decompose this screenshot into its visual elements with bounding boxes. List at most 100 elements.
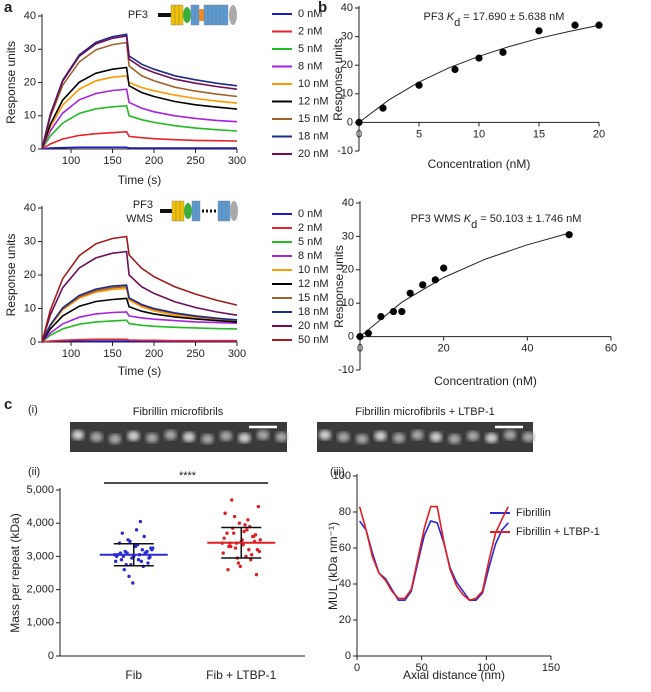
data-point [151, 546, 155, 550]
micrograph-bead [467, 431, 479, 441]
data-point [119, 558, 124, 562]
data-point [256, 504, 261, 509]
y-axis-label: MUL (kDa nm⁻¹) [326, 522, 340, 610]
legend-label: 15 nM [298, 113, 329, 125]
y-tick-label: 20 [341, 59, 353, 71]
data-point [364, 329, 372, 337]
legend-label: 18 nM [298, 306, 329, 318]
x-tick-label: 0 [357, 343, 363, 355]
x-axis-label: Concentration (nM) [428, 157, 531, 171]
y-tick-label: 10 [24, 110, 36, 122]
title-part: d [454, 17, 460, 29]
x-tick-label: 150 [542, 662, 560, 674]
data-point [595, 21, 603, 29]
title-part: PF3 WMS [411, 213, 464, 225]
data-point [254, 572, 259, 577]
data-point [230, 498, 234, 502]
domain-diagram [160, 200, 238, 222]
micrograph-bead [430, 432, 442, 442]
y-tick-label: 40 [342, 197, 354, 209]
x-tick-label: 100 [62, 348, 80, 360]
data-point [139, 559, 144, 564]
data-point [147, 556, 151, 560]
data-point [142, 534, 146, 539]
data-point [475, 54, 483, 62]
micrograph-bead [201, 434, 214, 444]
data-point [377, 312, 385, 321]
x-tick-label: Fib [125, 668, 142, 682]
x-tick-label: 300 [228, 155, 246, 167]
micrograph-bead [109, 434, 121, 444]
x-axis-label: Time (s) [118, 364, 162, 378]
x-tick-label: 100 [477, 662, 495, 674]
data-point [222, 536, 226, 540]
data-point [440, 264, 448, 272]
data-point [122, 567, 126, 572]
series-line [41, 297, 238, 343]
panel-label: b [318, 0, 327, 16]
micrograph-bead [220, 431, 232, 441]
y-tick-label: 20 [24, 269, 36, 281]
panel-label: a [4, 0, 13, 16]
chart-title: PF3 Kd = 17.690 ± 5.638 nM [424, 11, 565, 29]
data-point [233, 546, 238, 550]
title-part: K [464, 213, 472, 225]
y-tick-label: 4,000 [26, 517, 54, 529]
series-line [41, 250, 238, 343]
panel-label: c [4, 396, 12, 413]
series-line [41, 88, 238, 150]
y-tick-label: 5,000 [26, 484, 54, 496]
data-point [451, 65, 459, 74]
data-point [225, 531, 229, 535]
series-line [41, 146, 237, 150]
y-tick-label: 2,000 [26, 584, 54, 596]
x-tick-label: 10 [473, 128, 485, 140]
micrograph-bead [393, 433, 405, 443]
data-point [415, 81, 423, 89]
legend-label: 10 nM [298, 78, 329, 90]
data-point [236, 561, 241, 565]
x-tick-label: 20 [438, 343, 450, 355]
legend-label: 0 nM [298, 8, 322, 20]
y-tick-label: 20 [24, 76, 36, 88]
title-part: = 50.103 ± 1.746 nM [477, 213, 581, 225]
data-point [257, 549, 261, 554]
x-axis-label: Concentration (nM) [434, 374, 537, 388]
y-tick-label: 1,000 [26, 617, 54, 629]
x-tick-label: 200 [145, 155, 163, 167]
data-point [138, 519, 143, 524]
data-point [146, 561, 150, 565]
series-line [41, 287, 238, 343]
data-point [223, 511, 227, 515]
x-tick-label: 20 [593, 128, 605, 140]
series-line [41, 104, 238, 150]
data-point [250, 553, 254, 557]
data-point [355, 118, 363, 126]
y-tick-label: 0 [348, 331, 354, 343]
legend-label: 12 nM [298, 95, 329, 107]
data-point [499, 48, 507, 56]
y-tick-label: -10 [338, 364, 354, 376]
legend-label: 20 nM [298, 148, 329, 160]
x-tick-label: 300 [228, 348, 246, 360]
x-tick-label: 50 [416, 662, 428, 674]
y-axis-label: Response units [4, 234, 18, 317]
y-tick-label: 40 [24, 10, 36, 22]
y-tick-label: 10 [342, 297, 354, 309]
series-line [358, 505, 510, 602]
y-tick-label: 10 [341, 88, 353, 100]
title-part: d [471, 219, 477, 231]
x-tick-label: 15 [533, 128, 545, 140]
significance-label: **** [179, 470, 197, 482]
data-point [227, 544, 231, 549]
data-point [244, 554, 248, 559]
y-tick-label: 0 [347, 116, 353, 128]
micrograph-bead [72, 430, 84, 440]
data-point [250, 534, 255, 539]
micrograph-bead [374, 431, 387, 441]
data-point [221, 551, 225, 555]
y-tick-label: 0 [48, 650, 54, 662]
x-tick-label: 0 [356, 128, 362, 140]
y-tick-label: 40 [24, 202, 36, 214]
